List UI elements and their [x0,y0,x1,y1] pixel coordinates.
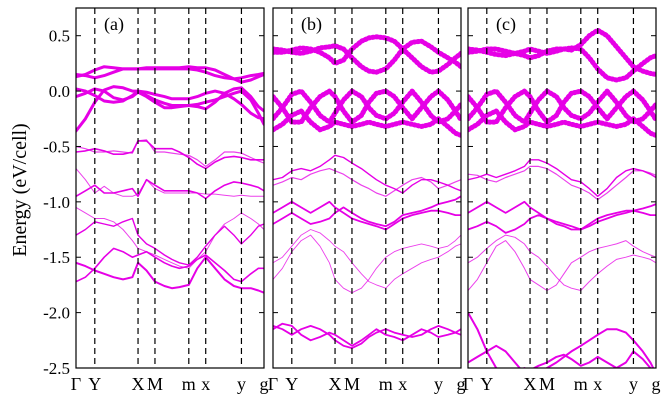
band-line-5 [76,86,264,113]
axes-frame [467,7,657,369]
band-line-12 [76,247,264,283]
kpoint-label: g [652,374,661,394]
band-line-9 [76,178,264,200]
kpoint-label: g [457,374,466,394]
y-tick-label: 0.5 [49,27,70,46]
band-line-5 [468,108,656,138]
kpoint-label: y [237,374,246,394]
panel-label: (b) [301,14,322,35]
y-tick-label: -0.5 [43,137,70,156]
kpoint-label: Y [285,374,298,394]
y-tick-label: 0.0 [49,82,70,101]
band-line-7 [468,165,656,201]
y-tick-label: -2.5 [43,359,70,378]
band-lines [76,65,264,294]
band-line-13 [76,256,264,294]
band-line-6 [273,154,461,194]
y-tick-label: -1.0 [43,193,70,212]
band-line-9 [273,195,461,228]
kpoint-label: x [398,374,407,394]
kpoint-label: X [329,374,342,394]
axes-frame [272,7,462,369]
panel-label: (c) [496,14,516,35]
kpoint-label: Γ [71,374,81,394]
axes-frame [75,7,265,369]
band-line-7 [76,140,264,170]
band-line-6 [76,139,264,167]
band-line-4 [76,87,264,121]
kpoint-label: m [574,374,588,394]
kpoint-label: X [524,374,537,394]
y-tick-label: -1.5 [43,248,70,267]
band-line-8 [468,200,656,231]
band-line-3 [273,88,461,125]
kpoint-label: m [379,374,393,394]
kpoint-label: m [182,374,196,394]
kpoint-label: y [434,374,443,394]
band-line-3 [76,85,264,133]
band-line-2 [273,38,461,75]
band-line-13 [273,325,461,349]
kpoint-label: g [260,374,269,394]
band-line-11 [76,217,264,266]
kpoint-label: M [147,374,163,394]
band-line-13 [468,328,655,368]
band-line-10 [76,206,264,269]
band-line-8 [273,200,461,231]
kpoint-label: M [539,374,555,394]
band-lines [468,27,656,368]
band-line-5 [273,108,461,138]
kpoint-label: Y [88,374,101,394]
kpoint-label: M [344,374,360,394]
kpoint-label: Y [480,374,493,394]
kpoint-label: Γ [268,374,278,394]
band-line-8 [76,168,264,197]
band-line-2 [76,65,264,81]
panel-label: (a) [104,14,124,35]
kpoint-label: Γ [463,374,473,394]
band-line-11 [273,229,461,289]
band-line-12 [468,311,652,368]
kpoint-label: x [201,374,210,394]
band-line-3 [468,88,656,125]
band-line-2 [468,45,656,83]
kpoint-label: X [132,374,145,394]
band-line-9 [468,203,656,234]
band-line-6 [468,159,656,197]
band-line-11 [468,234,656,291]
band-lines [273,34,461,349]
y-axis-label: Energy (eV/cell) [9,123,31,256]
kpoint-label: y [629,374,638,394]
band-line-10 [468,240,656,291]
y-tick-label: -2.0 [43,304,70,323]
band-line-4 [273,88,461,125]
band-line-4 [468,88,656,125]
band-line-12 [273,322,461,347]
band-line-7 [273,168,461,197]
kpoint-label: x [593,374,602,394]
band-line-1 [273,34,461,75]
band-line-10 [273,234,461,294]
